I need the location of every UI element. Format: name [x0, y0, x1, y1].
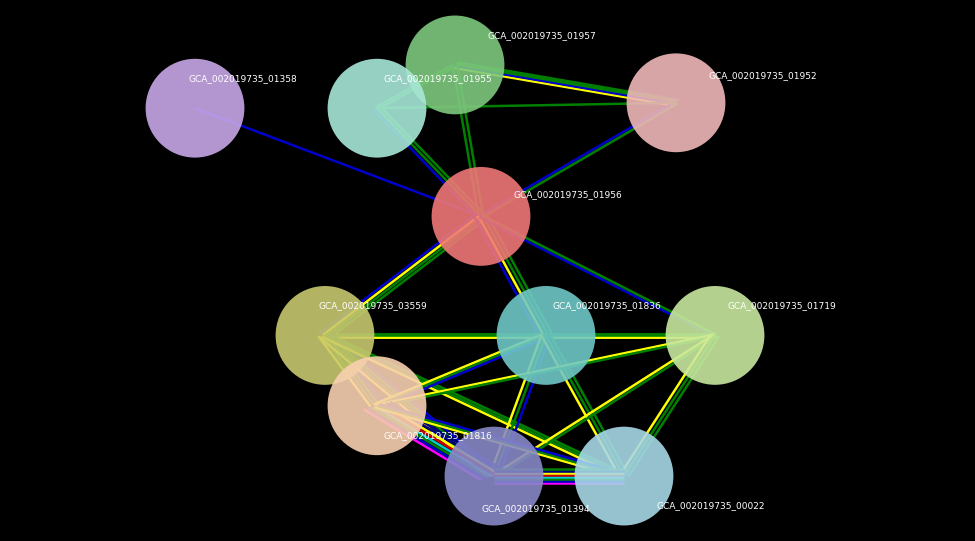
Text: GCA_002019735_01358: GCA_002019735_01358 [188, 74, 297, 83]
Text: GCA_002019735_01816: GCA_002019735_01816 [383, 431, 492, 440]
Text: GCA_002019735_00022: GCA_002019735_00022 [656, 502, 765, 510]
Text: GCA_002019735_01719: GCA_002019735_01719 [728, 301, 837, 310]
Ellipse shape [328, 357, 426, 455]
Ellipse shape [666, 286, 764, 385]
Text: GCA_002019735_01956: GCA_002019735_01956 [514, 190, 622, 199]
Ellipse shape [574, 427, 674, 525]
Ellipse shape [328, 59, 426, 157]
Ellipse shape [627, 54, 725, 152]
Ellipse shape [445, 427, 543, 525]
Text: GCA_002019735_01955: GCA_002019735_01955 [383, 74, 492, 83]
Text: GCA_002019735_01394: GCA_002019735_01394 [481, 504, 590, 513]
Ellipse shape [145, 59, 245, 157]
Text: GCA_002019735_01957: GCA_002019735_01957 [488, 31, 597, 39]
Ellipse shape [276, 286, 374, 385]
Ellipse shape [406, 16, 504, 114]
Ellipse shape [432, 167, 530, 266]
Ellipse shape [496, 286, 596, 385]
Text: GCA_002019735_01952: GCA_002019735_01952 [709, 71, 817, 80]
Text: GCA_002019735_03559: GCA_002019735_03559 [319, 301, 427, 310]
Text: GCA_002019735_01836: GCA_002019735_01836 [553, 301, 661, 310]
